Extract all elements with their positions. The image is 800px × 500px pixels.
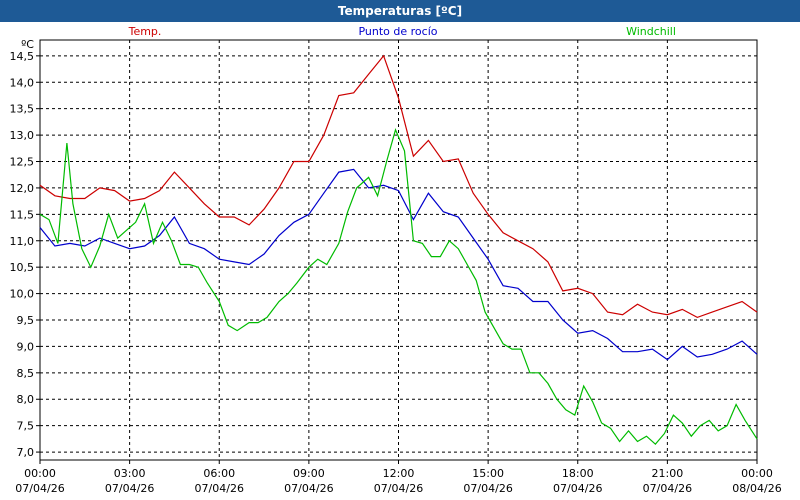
y-tick-label: 11,5 — [10, 208, 35, 221]
x-tick-time-label: 12:00 — [383, 467, 415, 480]
x-tick-time-label: 15:00 — [472, 467, 504, 480]
axes: 7,0 7,5 8,0 8,5 9,0 9,5 10,0 10,5 11,0 11,5 12,0 12… — [10, 39, 782, 495]
x-tick-date-label: 08/04/26 — [732, 482, 781, 495]
y-tick-label: 14,0 — [10, 76, 35, 89]
series-group — [39, 54, 758, 446]
y-tick-label: 12,5 — [10, 156, 35, 169]
y-tick-label: 8,0 — [17, 393, 35, 406]
x-tick-time-label: 18:00 — [562, 467, 594, 480]
y-tick-label: 14,5 — [10, 50, 35, 63]
plot-frame — [39, 39, 758, 461]
y-tick-label: 7,0 — [17, 446, 35, 459]
y-tick-label: 10,0 — [10, 288, 35, 301]
legend-entry-1: Punto de rocío — [358, 25, 437, 38]
y-tick-label: 13,0 — [10, 129, 35, 142]
series-line-0 — [39, 54, 758, 319]
x-tick-date-label: 07/04/26 — [284, 482, 333, 495]
x-tick-date-label: 07/04/26 — [553, 482, 602, 495]
legend-entry-0: Temp. — [128, 25, 162, 38]
x-tick-date-label: 07/04/26 — [374, 482, 423, 495]
chart-background — [0, 22, 800, 500]
x-tick-time-label: 21:00 — [652, 467, 684, 480]
y-tick-label: 8,5 — [17, 367, 35, 380]
x-tick-date-label: 07/04/26 — [643, 482, 692, 495]
x-tick-time-label: 00:00 — [741, 467, 773, 480]
y-tick-label: 9,5 — [17, 314, 35, 327]
x-tick-time-label: 00:00 — [24, 467, 56, 480]
y-tick-label: 11,0 — [10, 235, 35, 248]
y-tick-label: 13,5 — [10, 103, 35, 116]
temperature-chart: 7,0 7,5 8,0 8,5 9,0 9,5 10,0 10,5 11,0 11,5 12,0 12… — [0, 22, 800, 500]
x-tick-time-label: 03:00 — [114, 467, 146, 480]
chart-title-bar: Temperaturas [ºC] — [0, 0, 800, 23]
legend: Temp. Punto de rocío Windchill — [128, 25, 676, 38]
x-tick-date-label: 07/04/26 — [463, 482, 512, 495]
x-tick-date-label: 07/04/26 — [15, 482, 64, 495]
series-line-1 — [39, 168, 758, 361]
x-tick-date-label: 07/04/26 — [195, 482, 244, 495]
y-tick-label: 12,0 — [10, 182, 35, 195]
y-tick-label: 10,5 — [10, 261, 35, 274]
chart-title: Temperaturas [ºC] — [337, 4, 463, 18]
x-tick-time-label: 06:00 — [203, 467, 235, 480]
series-line-2 — [39, 127, 758, 446]
x-tick-date-label: 07/04/26 — [105, 482, 154, 495]
y-tick-label: 9,0 — [17, 340, 35, 353]
y-axis-unit-label: ºC — [21, 38, 34, 51]
x-tick-time-label: 09:00 — [293, 467, 325, 480]
y-tick-label: 7,5 — [17, 420, 35, 433]
legend-entry-2: Windchill — [626, 25, 676, 38]
